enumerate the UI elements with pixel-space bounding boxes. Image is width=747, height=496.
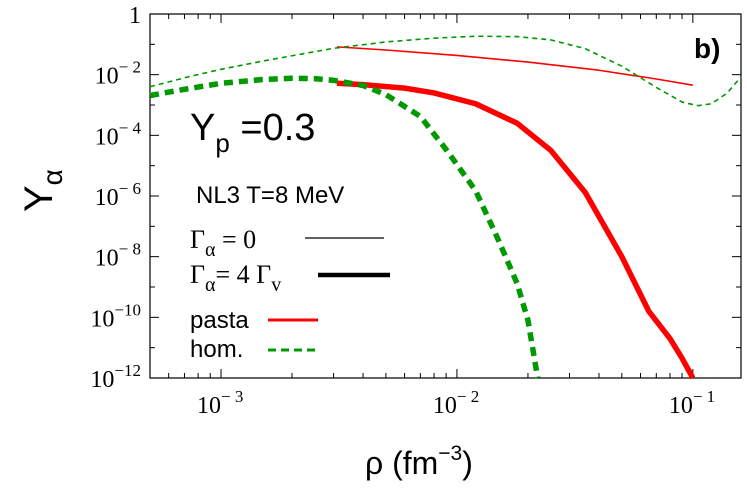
panel-label: b) bbox=[694, 33, 720, 64]
tick-label-group: 10− 3 10− 2 10− 1 1 10− 2 10− 4 10− 6 10− 8 10−1… bbox=[90, 3, 715, 419]
y-tick-label: 10− 4 bbox=[95, 118, 142, 150]
y-tick-label: 10− 6 bbox=[95, 179, 141, 211]
legend: Γα = 0 Γα= 4 Γv pasta hom. bbox=[190, 225, 390, 363]
y-tick-label: 1 bbox=[129, 3, 141, 29]
model-annotation: NL3 T=8 MeV bbox=[196, 182, 344, 209]
x-tick-label: 10− 3 bbox=[197, 387, 243, 419]
series-line-hom-gamma4 bbox=[149, 75, 541, 379]
series-line-pasta-gamma0 bbox=[336, 46, 693, 86]
yp-annotation: Yp =0.3 bbox=[190, 107, 315, 158]
y-tick-label: 10−10 bbox=[90, 300, 141, 332]
series-line-hom-gamma0 bbox=[149, 35, 742, 107]
legend-gamma4-label: Γα= 4 Γv bbox=[190, 260, 281, 296]
x-axis-title: ρ (fm−3) bbox=[365, 442, 473, 481]
x-tick-label: 10− 1 bbox=[669, 387, 715, 419]
series-line-pasta-gamma4 bbox=[336, 80, 696, 380]
legend-hom-label: hom. bbox=[190, 336, 243, 363]
y-tick-label: 10− 8 bbox=[95, 240, 141, 272]
y-tick-label: 10−12 bbox=[90, 361, 141, 393]
tick-group bbox=[149, 13, 741, 379]
series-group bbox=[149, 35, 742, 380]
y-tick-label: 10− 2 bbox=[95, 58, 141, 90]
y-axis-title: Yα bbox=[17, 169, 68, 212]
legend-pasta-label: pasta bbox=[190, 307, 249, 334]
legend-gamma0-label: Γα = 0 bbox=[190, 225, 256, 261]
x-tick-label: 10− 2 bbox=[433, 387, 479, 419]
